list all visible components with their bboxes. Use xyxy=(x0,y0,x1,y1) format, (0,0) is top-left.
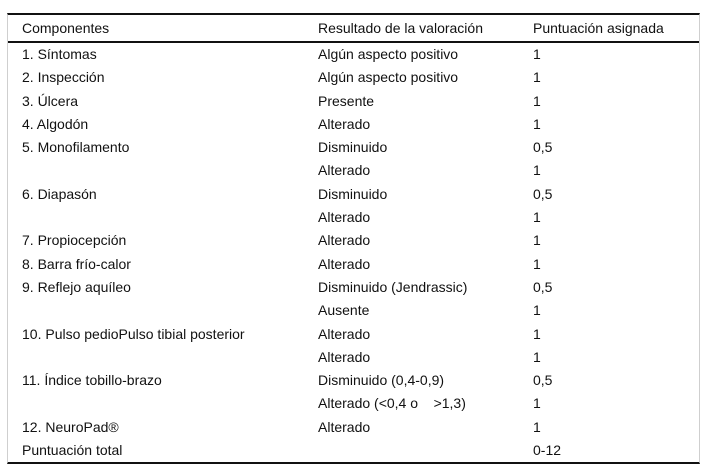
scoring-table-frame: Componentes Resultado de la valoración P… xyxy=(7,13,700,465)
cell-component: 8. Barra frío-calor xyxy=(22,255,131,272)
cell-component: 9. Reflejo aquíleo xyxy=(22,278,131,295)
table-row: 1. Síntomas Algún aspecto positivo 1 xyxy=(8,42,699,66)
cell-result: Disminuido xyxy=(318,185,388,202)
cell-component: 4. Algodón xyxy=(22,115,89,132)
cell-result: Alterado xyxy=(318,115,371,132)
cell-score: 1 xyxy=(533,325,541,342)
cell-score: 1 xyxy=(533,255,541,272)
table-row: Alterado 1 xyxy=(8,346,699,369)
cell-result: Disminuido xyxy=(318,139,388,156)
table-row: 9. Reflejo aquíleo Disminuido (Jendrassi… xyxy=(8,276,699,299)
cell-score: 1 xyxy=(533,209,541,226)
cell-component: 3. Úlcera xyxy=(22,92,79,109)
cell-result: Presente xyxy=(318,92,375,109)
cell-component: Puntuación total xyxy=(22,442,123,459)
cell-result xyxy=(318,439,533,462)
table-row: 8. Barra frío-calor Alterado 1 xyxy=(8,253,699,276)
cell-score: 1 xyxy=(533,162,541,179)
cell-result: Algún aspecto positivo xyxy=(318,69,459,86)
cell-component: 1. Síntomas xyxy=(22,46,97,62)
table-row: 11. Índice tobillo-brazo Disminuido (0,4… xyxy=(8,369,699,392)
cell-result: Alterado xyxy=(318,209,371,226)
cell-component xyxy=(8,159,318,182)
cell-result: Alterado xyxy=(318,255,371,272)
cell-result: Alterado (<0,4 o >1,3) xyxy=(318,395,466,412)
cell-result: Alterado xyxy=(318,232,371,249)
table-row: 3. Úlcera Presente 1 xyxy=(8,90,699,113)
table-row: Alterado 1 xyxy=(8,159,699,182)
table-row: 6. Diapasón Disminuido 0,5 xyxy=(8,183,699,206)
cell-result: Alterado xyxy=(318,325,371,342)
cell-score: 1 xyxy=(533,418,541,435)
cell-component xyxy=(8,206,318,229)
cell-component: 6. Diapasón xyxy=(22,185,97,202)
cell-component: 2. Inspección xyxy=(22,69,105,86)
cell-score: 0,5 xyxy=(533,139,553,156)
cell-score: 1 xyxy=(533,302,541,319)
cell-component: 5. Monofilamento xyxy=(22,139,130,156)
table-row: Alterado (<0,4 o >1,3) 1 xyxy=(8,392,699,415)
cell-score: 1 xyxy=(533,92,541,109)
cell-score: 0,5 xyxy=(533,185,553,202)
scoring-table: Componentes Resultado de la valoración P… xyxy=(8,15,699,462)
table-header-row: Componentes Resultado de la valoración P… xyxy=(8,15,699,43)
cell-score: 0,5 xyxy=(533,372,553,389)
table-row: 2. Inspección Algún aspecto positivo 1 xyxy=(8,66,699,89)
cell-component xyxy=(8,299,318,322)
cell-component xyxy=(8,346,318,369)
cell-score: 1 xyxy=(533,69,541,86)
cell-score: 1 xyxy=(533,348,541,365)
cell-result: Alterado xyxy=(318,418,371,435)
cell-component: 12. NeuroPad® xyxy=(22,418,119,435)
cell-component xyxy=(8,392,318,415)
cell-result: Algún aspecto positivo xyxy=(318,46,459,62)
cell-score: 1 xyxy=(533,232,541,249)
cell-component: 10. Pulso pedioPulso tibial posterior xyxy=(22,325,245,342)
cell-score: 0,5 xyxy=(533,278,553,295)
cell-component: 7. Propiocepción xyxy=(22,232,127,249)
cell-score: 0-12 xyxy=(533,442,562,459)
table-row: Ausente 1 xyxy=(8,299,699,322)
table-row: 4. Algodón Alterado 1 xyxy=(8,113,699,136)
table-row: Alterado 1 xyxy=(8,206,699,229)
cell-result: Ausente xyxy=(318,302,370,319)
cell-result: Disminuido (Jendrassic) xyxy=(318,278,468,295)
table-row: 12. NeuroPad® Alterado 1 xyxy=(8,416,699,439)
cell-result: Alterado xyxy=(318,162,371,179)
cell-result: Disminuido (0,4-0,9) xyxy=(318,372,445,389)
column-header-resultado: Resultado de la valoración xyxy=(318,15,533,43)
table-row: Puntuación total 0-12 xyxy=(8,439,699,462)
cell-component: 11. Índice tobillo-brazo xyxy=(22,372,162,389)
table-row: 10. Pulso pedioPulso tibial posterior Al… xyxy=(8,323,699,346)
column-header-puntuacion: Puntuación asignada xyxy=(533,15,699,43)
cell-score: 1 xyxy=(533,46,541,62)
table-row: 7. Propiocepción Alterado 1 xyxy=(8,229,699,252)
table-row: 5. Monofilamento Disminuido 0,5 xyxy=(8,136,699,159)
cell-score: 1 xyxy=(533,395,541,412)
column-header-componentes: Componentes xyxy=(8,15,318,43)
cell-score: 1 xyxy=(533,115,541,132)
cell-result: Alterado xyxy=(318,348,371,365)
